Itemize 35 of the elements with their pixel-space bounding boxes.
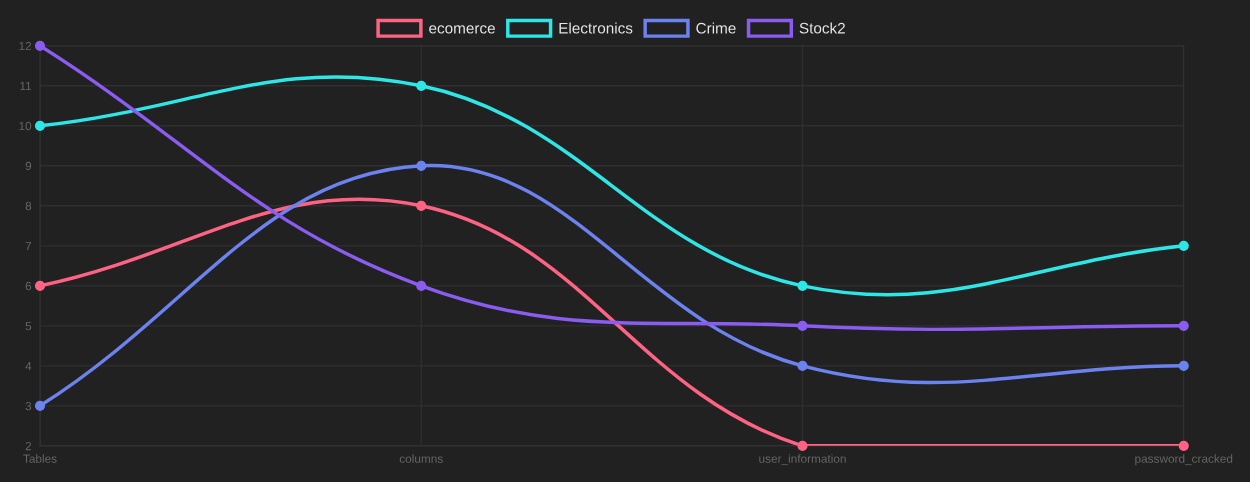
point (34, 120, 46, 131)
y-tick-label: 10 (19, 121, 32, 131)
y-tick-label: 6 (25, 281, 32, 291)
point (416, 200, 427, 211)
y-tick-label: 3 (25, 401, 32, 411)
y-tick-label: 2 (25, 441, 32, 451)
point (34, 280, 46, 291)
y-tick-label: 9 (25, 161, 32, 171)
point (797, 440, 808, 451)
y-tick-label: 12 (19, 41, 32, 51)
y-tick-label: 8 (25, 201, 32, 211)
y-tick-label: 11 (20, 81, 32, 91)
point (34, 40, 46, 51)
y-tick-label: 4 (25, 361, 32, 371)
legend-label: Stock2 (799, 22, 845, 34)
point (416, 160, 427, 171)
y-tick-label: 5 (25, 321, 32, 331)
legend-label: ecomerce (429, 25, 495, 34)
point (797, 320, 808, 331)
point (1178, 440, 1189, 451)
legend-label: Crime (696, 22, 736, 34)
x-tick-label: password_cracked (1135, 454, 1233, 466)
x-tick-label: user_information (759, 454, 846, 466)
point (1178, 320, 1189, 331)
point (1178, 240, 1189, 251)
x-tick-label: columns (399, 454, 443, 463)
legend-label: Electronics (559, 22, 633, 34)
point (416, 80, 427, 91)
point (797, 360, 808, 371)
point (797, 280, 808, 291)
point (416, 280, 427, 291)
point (1178, 360, 1189, 371)
x-tick-label: Tables (23, 454, 57, 463)
y-tick-label: 7 (25, 241, 32, 251)
point (34, 400, 46, 411)
